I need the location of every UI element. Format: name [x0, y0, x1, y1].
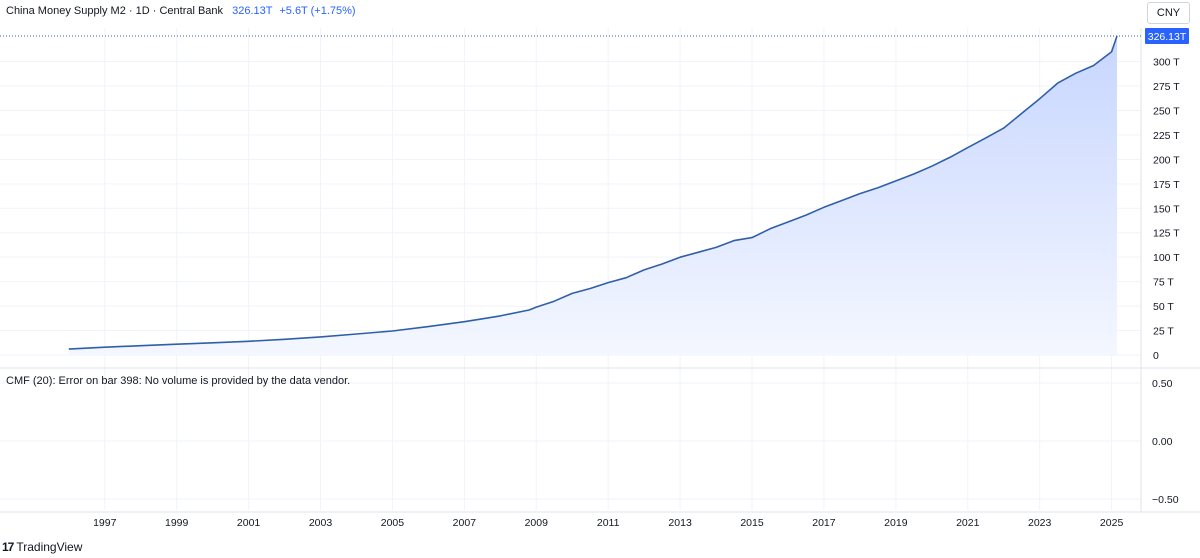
time-axis-tick: 2021: [956, 517, 980, 529]
price-axis-tick: 0: [1153, 350, 1159, 362]
price-axis-tick: 125 T: [1153, 228, 1180, 240]
price-axis-tick: 225 T: [1153, 130, 1180, 142]
time-axis-tick: 2007: [453, 517, 477, 529]
cmf-axis-tick: −0.50: [1152, 494, 1179, 506]
cmf-axis-tick: 0.00: [1152, 436, 1173, 448]
price-area: [0, 35, 1141, 355]
time-axis-tick: 2017: [812, 517, 836, 529]
time-axis-tick: 1997: [93, 517, 117, 529]
price-axis-tick: 25 T: [1153, 326, 1174, 338]
cmf-error-message: CMF (20): Error on bar 398: No volume is…: [6, 375, 351, 387]
time-axis-tick: 2019: [884, 517, 908, 529]
chart-legend: China Money Supply M2 · 1D · Central Ban…: [6, 5, 356, 17]
currency-button[interactable]: CNY: [1147, 2, 1190, 24]
price-axis-tick: 50 T: [1153, 301, 1174, 313]
price-axis-tick: 175 T: [1153, 179, 1180, 191]
time-axis[interactable]: 1997 1999 2001 2003 2005 2007 2009 2011 2013 2015…: [93, 517, 1123, 529]
time-axis-tick: 2023: [1028, 517, 1052, 529]
time-axis-tick: 1999: [165, 517, 189, 529]
cmf-axis[interactable]: 0.50 0.00 −0.50: [1152, 378, 1179, 506]
tradingview-brand[interactable]: 17 TradingView: [2, 540, 82, 554]
time-axis-tick: 2005: [381, 517, 405, 529]
tradingview-name: TradingView: [16, 540, 83, 554]
price-label-text: 326.13T: [1148, 31, 1187, 43]
series-line: [68, 35, 1118, 350]
time-axis-tick: 2015: [740, 517, 764, 529]
change-value: +5.6T (+1.75%): [279, 5, 356, 17]
price-axis[interactable]: 0 25 T 50 T 75 T 100 T 125 T 150 T 175 T 200 T 22…: [1153, 57, 1180, 362]
time-axis-tick: 2009: [525, 517, 549, 529]
price-label-bg: [1145, 28, 1189, 44]
price-axis-tick: 250 T: [1153, 105, 1180, 117]
last-price-label: 326.13T: [1145, 28, 1189, 44]
price-axis-tick: 75 T: [1153, 277, 1174, 289]
price-axis-tick: 100 T: [1153, 252, 1180, 264]
time-axis-tick: 2013: [668, 517, 692, 529]
cmf-axis-tick: 0.50: [1152, 378, 1173, 390]
time-axis-tick: 2011: [597, 517, 620, 529]
symbol-title[interactable]: China Money Supply M2 · 1D · Central Ban…: [6, 5, 224, 17]
area-fill: [68, 36, 1117, 355]
price-axis-tick: 275 T: [1153, 81, 1180, 93]
price-axis-tick: 200 T: [1153, 154, 1180, 166]
time-axis-tick: 2001: [237, 517, 261, 529]
price-axis-tick: 150 T: [1153, 203, 1180, 215]
tradingview-logo: 17: [2, 540, 14, 554]
price-axis-tick: 300 T: [1153, 57, 1180, 69]
time-axis-tick: 2003: [309, 517, 333, 529]
last-value: 326.13T: [232, 5, 273, 17]
time-axis-tick: 2025: [1100, 517, 1124, 529]
